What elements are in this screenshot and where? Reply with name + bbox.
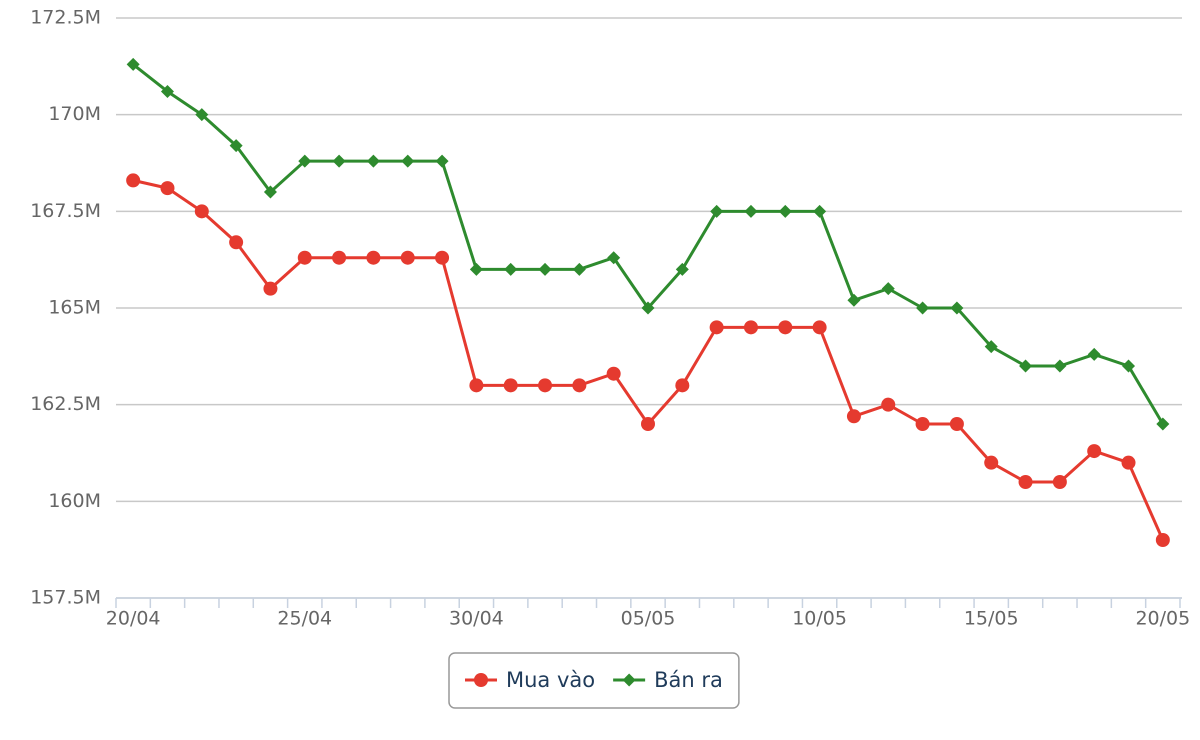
point	[675, 378, 690, 393]
legend-label: Bán ra	[654, 668, 723, 692]
point	[607, 251, 621, 265]
legend-item[interactable]: Mua vào	[465, 668, 595, 692]
point	[469, 378, 484, 393]
legend: Mua vào Bán ra	[448, 652, 740, 709]
y-tick-label: 160M	[48, 490, 101, 512]
point	[263, 185, 277, 199]
point	[916, 301, 930, 315]
point	[297, 250, 312, 265]
point	[538, 262, 552, 276]
point	[572, 378, 587, 393]
point	[881, 282, 895, 296]
legend-marker	[474, 673, 488, 687]
y-tick-label: 172.5M	[30, 7, 101, 29]
x-tick-label: 15/05	[964, 608, 1019, 630]
point	[126, 173, 141, 188]
point	[1087, 444, 1102, 459]
point	[332, 154, 346, 168]
point	[160, 84, 174, 98]
point	[778, 320, 793, 335]
point	[332, 250, 347, 265]
point	[1087, 347, 1101, 361]
point	[915, 417, 930, 431]
point	[1122, 359, 1136, 373]
x-tick-label: 20/04	[106, 608, 161, 630]
point	[881, 397, 896, 412]
point	[1052, 475, 1067, 489]
x-tick-label: 10/05	[792, 608, 847, 630]
point	[675, 262, 689, 276]
point	[195, 108, 209, 122]
point	[1121, 455, 1136, 470]
point	[984, 340, 998, 354]
point	[813, 204, 827, 218]
point	[641, 301, 655, 315]
point	[366, 250, 381, 265]
point	[846, 409, 861, 424]
point	[229, 235, 244, 250]
x-tick-label: 25/04	[277, 608, 332, 630]
point	[229, 139, 243, 153]
series-line	[132, 63, 1165, 425]
point	[572, 262, 586, 276]
x-tick-label: 05/05	[621, 608, 676, 630]
point	[709, 320, 724, 335]
y-tick-label: 170M	[48, 103, 101, 125]
point	[263, 281, 278, 296]
point	[194, 204, 209, 219]
point	[538, 378, 553, 393]
point	[435, 154, 449, 168]
x-tick-label: 30/04	[449, 608, 504, 630]
point	[1018, 475, 1033, 489]
point	[160, 181, 175, 196]
legend-box	[448, 652, 740, 709]
point	[126, 57, 140, 71]
point	[469, 262, 483, 276]
point	[504, 262, 518, 276]
legend-label: Mua vào	[506, 668, 595, 692]
point	[743, 320, 758, 335]
point	[778, 204, 792, 218]
point	[812, 320, 827, 335]
point	[400, 250, 415, 265]
point	[710, 204, 724, 218]
y-tick-label: 165M	[48, 297, 101, 319]
point	[435, 250, 450, 265]
point	[1053, 359, 1067, 373]
point	[950, 301, 964, 315]
point	[366, 154, 380, 168]
point	[606, 366, 621, 381]
y-tick-label: 162.5M	[30, 393, 101, 415]
point	[298, 154, 312, 168]
point	[641, 417, 655, 431]
point	[401, 154, 415, 168]
y-tick-label: 167.5M	[30, 200, 101, 222]
y-tick-label: 157.5M	[30, 587, 101, 609]
x-tick-label: 20/05	[1135, 608, 1190, 630]
point	[1019, 359, 1033, 373]
series-line	[132, 178, 1165, 541]
point	[503, 378, 518, 393]
point	[847, 293, 861, 307]
legend-item[interactable]: Bán ra	[613, 668, 723, 692]
point	[949, 417, 964, 431]
point	[1156, 417, 1170, 431]
point	[1155, 533, 1170, 547]
legend-marker	[622, 673, 636, 687]
point	[984, 455, 999, 470]
point	[744, 204, 758, 218]
